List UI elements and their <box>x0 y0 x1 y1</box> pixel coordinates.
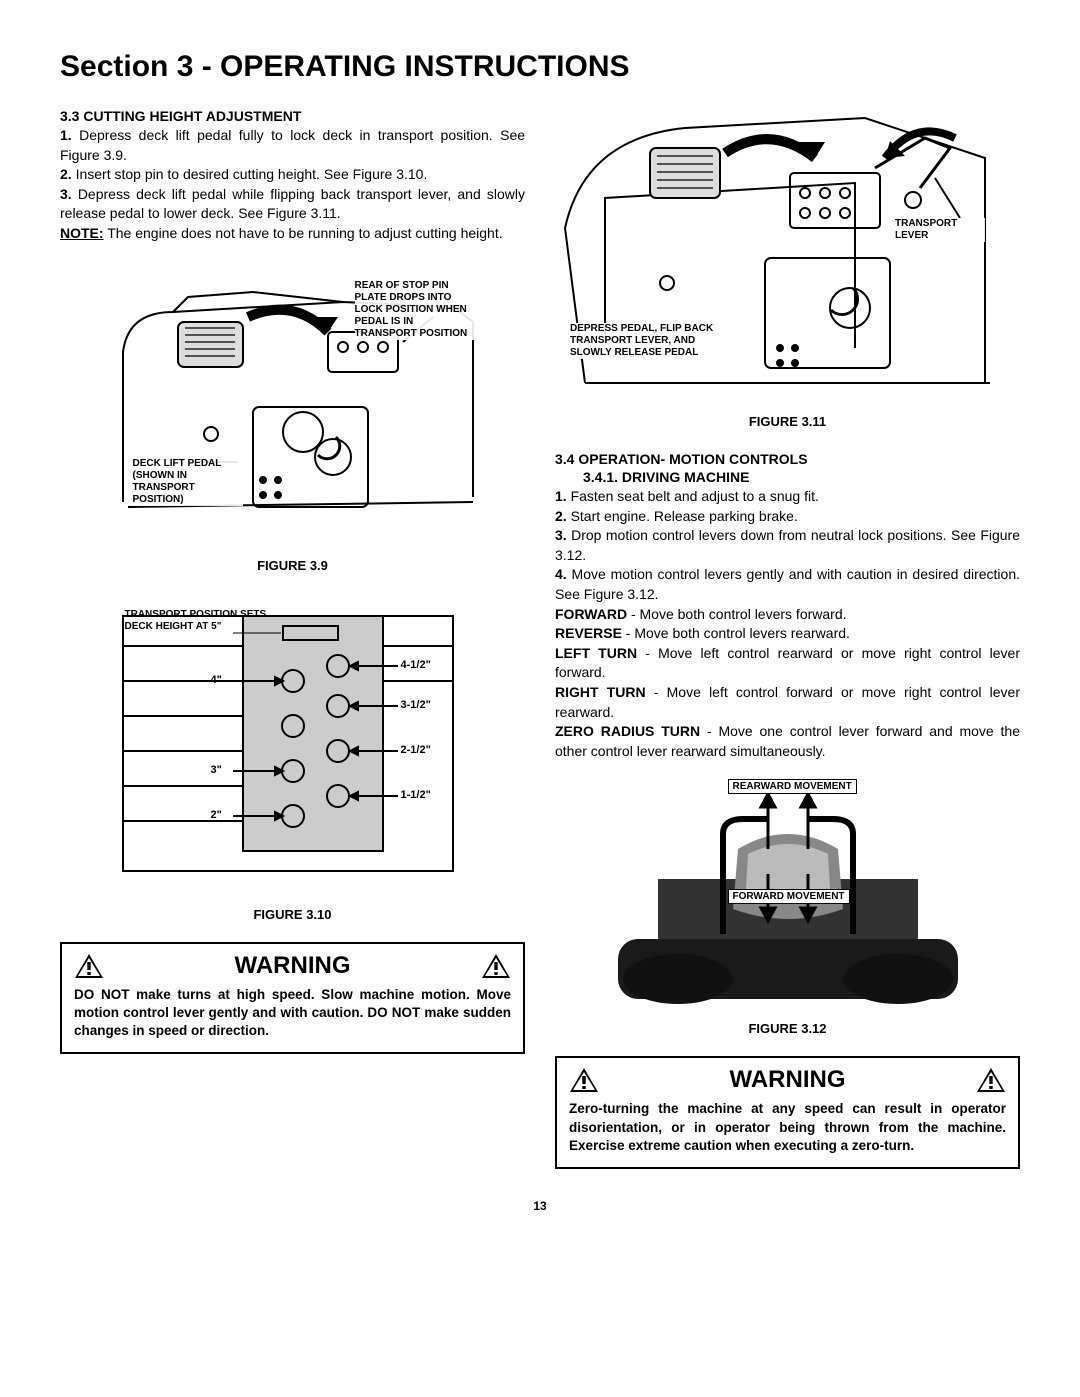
warning-icon <box>976 1067 1006 1093</box>
rev-text: - Move both control levers rearward. <box>622 625 850 641</box>
step-1: Depress deck lift pedal fully to lock de… <box>60 127 525 163</box>
warning-icon <box>74 953 104 979</box>
figure-3-9-caption: FIGURE 3.9 <box>60 558 525 573</box>
fig39-rear-label: REAR OF STOP PIN PLATE DROPS INTO LOCK P… <box>355 280 475 340</box>
section-3-4-title: 3.4 OPERATION- MOTION CONTROLS <box>555 451 1020 467</box>
step-2: Insert stop pin to desired cutting heigh… <box>76 166 428 182</box>
note-label: NOTE: <box>60 225 104 241</box>
dim-4: 4" <box>211 674 222 686</box>
note-text: The engine does not have to be running t… <box>104 225 503 241</box>
dim-2: 2" <box>211 809 222 821</box>
driving-instructions: 1. Fasten seat belt and adjust to a snug… <box>555 487 1020 761</box>
drv-4: Move motion control levers gently and wi… <box>555 566 1020 602</box>
section-3-4-1-title: 3.4.1. DRIVING MACHINE <box>583 469 1020 485</box>
rt-label: RIGHT TURN <box>555 684 646 700</box>
fig312-fwd-label: FORWARD MOVEMENT <box>728 889 850 904</box>
figure-3-10-svg <box>103 591 483 881</box>
warning-body: DO NOT make turns at high speed. Slow ma… <box>74 986 511 1041</box>
rev-label: REVERSE <box>555 625 622 641</box>
page-heading: Section 3 - OPERATING INSTRUCTIONS <box>60 50 1020 84</box>
warning-icon <box>569 1067 599 1093</box>
fig310-top-label: TRANSPORT POSITION SETS DECK HEIGHT AT 5… <box>125 609 280 633</box>
drv-3: Drop motion control levers down from neu… <box>555 527 1020 563</box>
dim-2-5: 2-1/2" <box>401 744 431 756</box>
figure-3-11: TRANSPORT LEVER DEPRESS PEDAL, FLIP BACK… <box>555 108 1020 429</box>
warning-box-right: WARNING Zero-turning the machine at any … <box>555 1056 1020 1169</box>
fig312-rear-label: REARWARD MOVEMENT <box>728 779 857 794</box>
dim-3: 3" <box>211 764 222 776</box>
zr-label: ZERO RADIUS TURN <box>555 723 700 739</box>
figure-3-10-caption: FIGURE 3.10 <box>60 907 525 922</box>
lt-label: LEFT TURN <box>555 645 637 661</box>
figure-3-12-caption: FIGURE 3.12 <box>555 1021 1020 1036</box>
fig311-depress-label: DEPRESS PEDAL, FLIP BACK TRANSPORT LEVER… <box>570 323 730 359</box>
left-column: 3.3 CUTTING HEIGHT ADJUSTMENT 1. Depress… <box>60 108 525 1169</box>
step-3: Depress deck lift pedal while flipping b… <box>60 186 525 222</box>
warning-box-left: WARNING DO NOT make turns at high speed.… <box>60 942 525 1055</box>
fwd-text: - Move both control levers forward. <box>627 606 846 622</box>
fig39-pedal-label: DECK LIFT PEDAL (SHOWN IN TRANSPORT POSI… <box>133 458 243 506</box>
instruction-3-3: 1. Depress deck lift pedal fully to lock… <box>60 126 525 244</box>
right-column: TRANSPORT LEVER DEPRESS PEDAL, FLIP BACK… <box>555 108 1020 1169</box>
drv-1: Fasten seat belt and adjust to a snug fi… <box>571 488 819 504</box>
figure-3-12: REARWARD MOVEMENT FORWARD MOVEMENT FIGUR… <box>555 779 1020 1036</box>
warning-title: WARNING <box>599 1066 976 1094</box>
drv-2: Start engine. Release parking brake. <box>571 508 798 524</box>
warning-icon <box>481 953 511 979</box>
figure-3-9: DECK LIFT PEDAL (SHOWN IN TRANSPORT POSI… <box>60 262 525 573</box>
page-number: 13 <box>60 1199 1020 1213</box>
section-3-3-title: 3.3 CUTTING HEIGHT ADJUSTMENT <box>60 108 525 124</box>
figure-3-11-caption: FIGURE 3.11 <box>555 414 1020 429</box>
figure-3-10: TRANSPORT POSITION SETS DECK HEIGHT AT 5… <box>60 591 525 922</box>
fwd-label: FORWARD <box>555 606 627 622</box>
warning-body: Zero-turning the machine at any speed ca… <box>569 1100 1006 1155</box>
warning-title: WARNING <box>104 952 481 980</box>
dim-4-5: 4-1/2" <box>401 659 431 671</box>
fig311-transport-label: TRANSPORT LEVER <box>895 218 985 242</box>
two-column-layout: 3.3 CUTTING HEIGHT ADJUSTMENT 1. Depress… <box>60 108 1020 1169</box>
dim-3-5: 3-1/2" <box>401 699 431 711</box>
dim-1-5: 1-1/2" <box>401 789 431 801</box>
